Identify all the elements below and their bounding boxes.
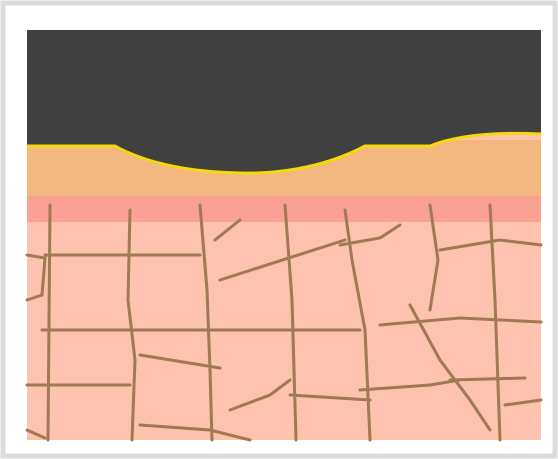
boundary-line <box>27 131 542 175</box>
lines <box>25 203 543 442</box>
dark-top <box>27 30 541 174</box>
